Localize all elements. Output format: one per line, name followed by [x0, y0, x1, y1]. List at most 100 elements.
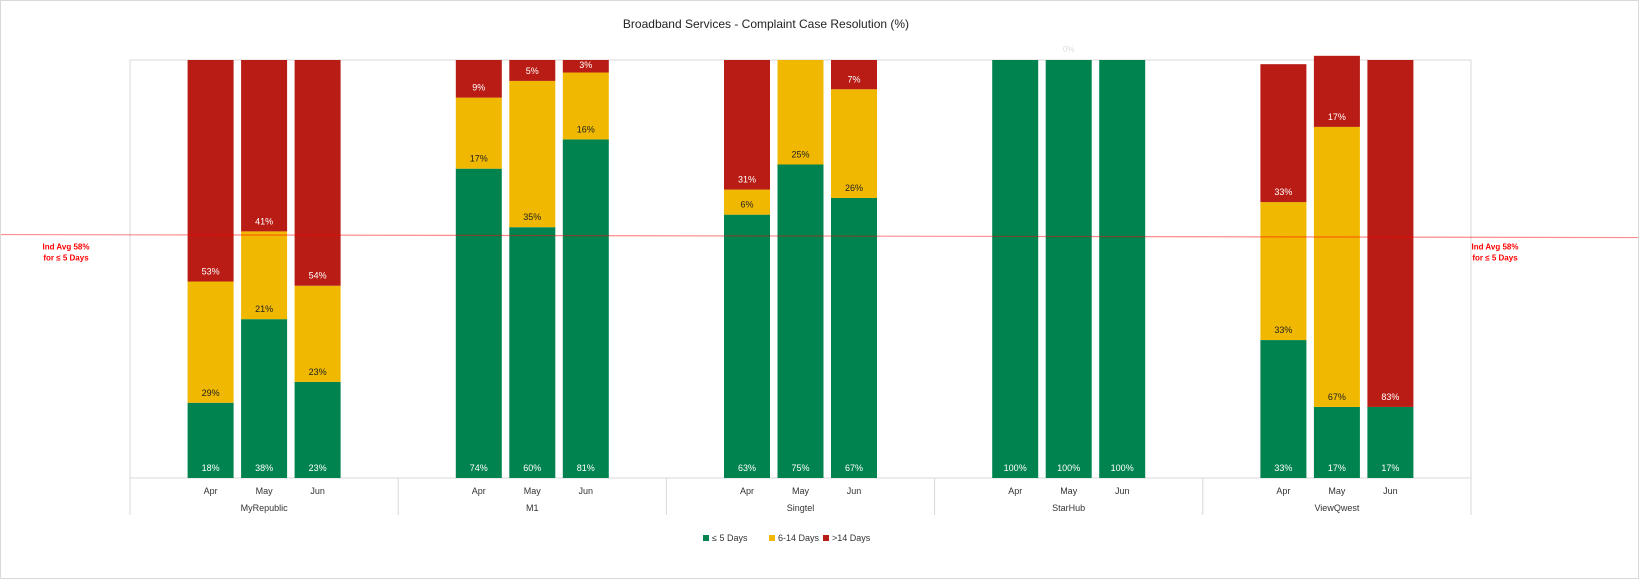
data-label: 75%	[791, 463, 809, 473]
bar-segment	[562, 60, 609, 73]
data-label: 29%	[202, 388, 220, 398]
month-tick-label: May	[792, 486, 810, 496]
data-label: 0%	[1063, 45, 1075, 54]
data-label: 74%	[470, 463, 488, 473]
data-label: 26%	[845, 183, 863, 193]
data-label: 17%	[1328, 463, 1346, 473]
month-tick-label: May	[1060, 486, 1078, 496]
bar-segment	[992, 60, 1039, 478]
month-tick-label: Jun	[310, 486, 325, 496]
data-label: 33%	[1274, 187, 1292, 197]
month-tick-label: May	[1328, 486, 1346, 496]
data-label: 7%	[847, 74, 860, 84]
bar-segment	[241, 60, 288, 232]
bar-segment	[241, 231, 288, 320]
group-label: M1	[526, 503, 539, 513]
data-label: 35%	[523, 212, 541, 222]
bar-segment	[1367, 406, 1414, 478]
bar-segment	[724, 60, 770, 190]
bar-segment	[294, 60, 341, 286]
data-label: 17%	[1381, 463, 1399, 473]
bar-segment	[1260, 340, 1307, 478]
bar-segment	[1045, 60, 1092, 478]
month-tick-label: Jun	[579, 486, 594, 496]
avg-annotation-left: for ≤ 5 Days	[43, 254, 89, 263]
bar-segment	[831, 197, 877, 478]
bar-segment	[724, 189, 770, 215]
bar-segment	[509, 227, 556, 478]
data-label: 63%	[738, 463, 756, 473]
legend-swatch	[769, 535, 775, 541]
industry-average-line	[1, 233, 1638, 239]
bar-segment	[455, 60, 502, 98]
data-label: 83%	[1381, 392, 1399, 402]
bar-segment	[294, 285, 341, 382]
legend-swatch	[823, 535, 829, 541]
data-label: 53%	[202, 267, 220, 277]
data-label: 100%	[1004, 463, 1027, 473]
data-label: 33%	[1274, 325, 1292, 335]
avg-annotation-right: for ≤ 5 Days	[1472, 254, 1518, 263]
data-label: 33%	[1274, 463, 1292, 473]
data-label: 41%	[255, 216, 273, 226]
avg-annotation-right: Ind Avg 58%	[1472, 243, 1519, 252]
data-label: 25%	[791, 150, 809, 160]
group-label: ViewQwest	[1314, 503, 1359, 513]
legend: ≤ 5 Days 6-14 Days >14 Days	[703, 533, 871, 543]
avg-annotation-left: Ind Avg 58%	[43, 243, 90, 252]
bar-segment	[831, 89, 877, 198]
data-label: 23%	[309, 367, 327, 377]
data-label: 9%	[472, 83, 485, 93]
data-label: 21%	[255, 304, 273, 314]
bar-segment	[187, 60, 234, 282]
bar-segment	[562, 72, 609, 140]
group-label: StarHub	[1052, 503, 1085, 513]
bar-segment	[777, 164, 824, 478]
month-tick-label: Apr	[204, 486, 218, 496]
data-label: 6%	[740, 200, 753, 210]
month-tick-label: May	[256, 486, 274, 496]
bar-segment	[1260, 202, 1307, 341]
data-label: 100%	[1111, 463, 1134, 473]
data-label: 67%	[1328, 392, 1346, 402]
legend-label: 6-14 Days	[778, 533, 820, 543]
group-label: Singtel	[787, 503, 815, 513]
bar-segment	[831, 60, 877, 90]
bar-segment	[1313, 55, 1360, 127]
bar-segment	[455, 168, 502, 478]
legend-swatch	[703, 535, 709, 541]
data-label: 31%	[738, 175, 756, 185]
bar-segment	[1099, 60, 1146, 478]
bar-segment	[562, 139, 609, 479]
group-label: MyRepublic	[241, 503, 289, 513]
bar-segment	[187, 281, 234, 403]
month-tick-label: May	[524, 486, 542, 496]
legend-label: >14 Days	[832, 533, 871, 543]
data-label: 17%	[1328, 112, 1346, 122]
bar-segment	[777, 60, 824, 165]
data-label: 38%	[255, 463, 273, 473]
bar-segment	[1313, 406, 1360, 478]
data-label: 54%	[309, 271, 327, 281]
data-label: 18%	[202, 463, 220, 473]
bar-segment	[455, 97, 502, 169]
chart-title: Broadband Services - Complaint Case Reso…	[623, 17, 909, 31]
bar-segment	[1313, 126, 1360, 407]
bar-segment	[1367, 60, 1414, 407]
month-tick-label: Apr	[740, 486, 754, 496]
bar-segment	[241, 319, 288, 478]
legend-label: ≤ 5 Days	[712, 533, 748, 543]
bar-segment	[724, 214, 770, 478]
data-label: 5%	[526, 66, 539, 76]
data-label: 17%	[470, 154, 488, 164]
month-tick-label: Jun	[1383, 486, 1398, 496]
bar-segment	[509, 60, 556, 81]
bar-segment	[187, 402, 234, 478]
data-label: 23%	[309, 463, 327, 473]
data-label: 3%	[579, 60, 592, 70]
month-tick-label: Apr	[1276, 486, 1290, 496]
bar-segment	[1260, 64, 1307, 203]
data-label: 81%	[577, 463, 595, 473]
data-label: 60%	[523, 463, 541, 473]
